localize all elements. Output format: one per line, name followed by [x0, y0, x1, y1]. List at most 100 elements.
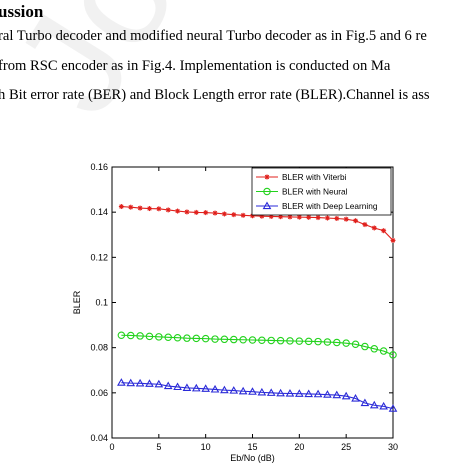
legend-label-1: BLER with Neural [282, 187, 348, 197]
series-1-point [164, 333, 172, 342]
series-2-point [341, 391, 351, 400]
series-0-point [184, 209, 190, 215]
series-2-point [323, 390, 332, 398]
series-2-point [285, 389, 295, 397]
series-0-point [118, 204, 124, 210]
series-1-point [286, 337, 294, 345]
legend-marker-0 [264, 174, 270, 180]
series-2-point [126, 378, 136, 387]
series-0-point [371, 225, 377, 231]
series-0-point [165, 207, 171, 213]
series-2-point [173, 382, 182, 391]
series-1-point [230, 335, 238, 344]
series-0-point [193, 209, 199, 215]
series-1-point [361, 342, 369, 351]
series-1-point [267, 336, 275, 345]
series-1-point [192, 334, 201, 343]
series-1-point [220, 335, 229, 344]
y-tick-label: 0.08 [90, 343, 108, 353]
series-2-point [360, 398, 370, 407]
series-1-point [333, 338, 341, 347]
paragraph-line-1: ral Turbo decoder and modified neural Tu… [0, 28, 427, 44]
series-1-point [314, 337, 322, 346]
series-2-point [379, 401, 388, 410]
series-2-point [266, 388, 276, 396]
series-1-point [295, 337, 304, 345]
series-2-point [304, 389, 314, 398]
series-1-point [379, 347, 388, 355]
series-2-point [163, 381, 173, 390]
series-0-point [137, 205, 143, 211]
legend-marker-2 [262, 201, 272, 210]
series-2-point [351, 393, 360, 402]
series-1-point [211, 335, 219, 343]
series-1-point [323, 338, 332, 346]
series-0-point [146, 206, 152, 212]
series-2-point [201, 384, 211, 392]
series-0-point [128, 204, 134, 210]
series-1-point [248, 336, 257, 344]
series-2-point [369, 400, 379, 409]
series-2-point [388, 404, 398, 412]
series-0-point [250, 213, 255, 219]
paragraph-line-3: h Bit error rate (BER) and Block Length … [0, 87, 430, 103]
series-2-point [248, 387, 257, 395]
series-1-point [126, 331, 135, 340]
series-2-point [117, 378, 126, 386]
series-2-point [191, 383, 201, 392]
x-tick-label: 10 [201, 442, 211, 452]
series-0-point [324, 215, 330, 221]
series-0-point [278, 214, 284, 220]
series-1-point [117, 331, 126, 339]
series-1-point [276, 336, 285, 345]
series-0-point [306, 214, 312, 220]
series-0-point [240, 212, 246, 218]
x-tick-label: 5 [156, 442, 161, 452]
y-tick-label: 0.16 [90, 162, 108, 172]
series-0-point [334, 215, 340, 221]
series-0-point [353, 218, 359, 224]
series-0-point [296, 214, 302, 220]
series-1-point [304, 337, 313, 346]
series-0-point [315, 215, 321, 221]
series-0-point [381, 228, 387, 234]
x-tick-label: 15 [247, 442, 257, 452]
series-line-1 [121, 334, 394, 356]
series-1-point [389, 351, 397, 359]
x-tick-label: 0 [109, 442, 114, 452]
y-tick-label: 0.12 [90, 252, 108, 262]
series-0-point [221, 211, 227, 217]
y-tick-label: 0.1 [95, 298, 108, 308]
series-2-point [182, 383, 192, 391]
series-1-point [239, 336, 247, 344]
x-tick-label: 20 [294, 442, 304, 452]
series-2-point [210, 384, 220, 393]
series-2-point [229, 386, 239, 394]
x-tick-label: 30 [388, 442, 398, 452]
series-2-point [257, 387, 267, 396]
legend-label-2: BLER with Deep Learning [282, 201, 378, 211]
x-tick-label: 25 [341, 442, 351, 452]
series-1-point [258, 336, 266, 344]
series-2-point [135, 378, 145, 387]
series-1-point [136, 332, 144, 340]
y-tick-label: 0.06 [90, 388, 108, 398]
series-2-point [145, 379, 154, 387]
series-1-point [351, 340, 360, 349]
series-2-point [238, 386, 248, 395]
y-axis-label: BLER [72, 290, 82, 314]
series-1-point [183, 334, 191, 342]
series-2-point [220, 385, 229, 394]
series-0-point [156, 206, 162, 212]
series-0-point [343, 216, 349, 222]
series-2-point [276, 388, 285, 397]
series-1-point [342, 339, 350, 347]
x-axis-label: Eb/No (dB) [230, 453, 275, 463]
series-2-point [313, 389, 323, 398]
series-1-point [370, 345, 379, 353]
series-2-point [294, 389, 304, 397]
series-1-point [173, 333, 182, 342]
y-tick-label: 0.04 [90, 433, 108, 443]
series-1-point [155, 333, 163, 341]
